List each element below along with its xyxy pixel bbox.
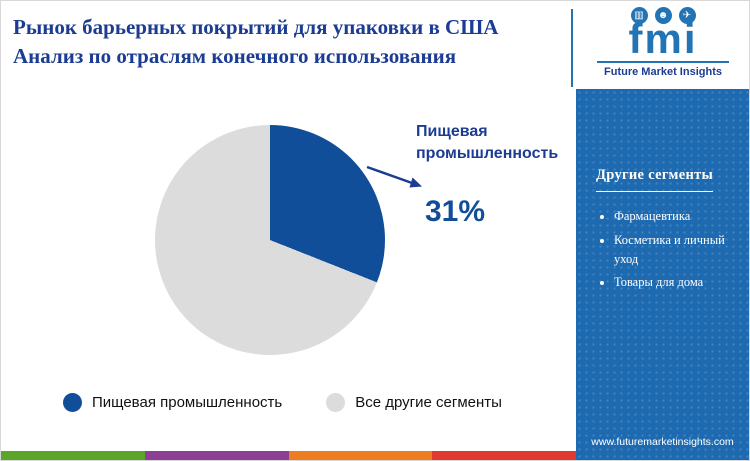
legend-label: Пищевая промышленность [92, 394, 283, 411]
footer-stripe-orange [288, 451, 433, 460]
list-item: Товары для дома [614, 273, 736, 292]
legend-label: Все другие сегменты [355, 394, 502, 411]
chart-legend: Пищевая промышленность Все другие сегмен… [63, 393, 502, 412]
footer-stripe-green [1, 451, 145, 460]
header-divider [571, 9, 573, 87]
sidebar-segment-list: Фармацевтика Косметика и личный уход Тов… [598, 207, 736, 297]
title-line-2: Анализ по отраслям конечного использован… [13, 44, 457, 69]
footer-stripe-purple [144, 451, 289, 460]
legend-dot-blue [63, 393, 82, 412]
sidebar-panel: Другие сегменты Фармацевтика Косметика и… [576, 89, 749, 460]
legend-item-others: Все другие сегменты [326, 393, 502, 412]
plane-icon: ✈ [678, 7, 696, 24]
callout-arrow-icon [366, 165, 422, 188]
logo-wordmark: fmi [628, 15, 698, 62]
legend-dot-gray [326, 393, 346, 412]
pie-chart [155, 125, 385, 355]
list-item: Фармацевтика [614, 207, 736, 226]
callout-label: Пищевая промышленность [416, 123, 559, 162]
list-item: Косметика и личный уход [614, 231, 736, 269]
fmi-logo: ▥ ☻ ✈ fmi Future Market Insights [583, 7, 743, 78]
legend-item-food: Пищевая промышленность [63, 393, 282, 412]
logo-rule [597, 61, 729, 63]
footer-stripes [1, 451, 576, 460]
callout-percentage: 31% [425, 195, 486, 228]
page-title: Рынок барьерных покрытий для упаковки в … [13, 13, 558, 72]
logo-subtitle: Future Market Insights [604, 66, 722, 78]
website-link[interactable]: www.futuremarketinsights.com [591, 436, 734, 448]
chart-icon: ▥ [630, 7, 648, 24]
person-icon: ☻ [654, 7, 672, 24]
title-line-1: Рынок барьерных покрытий для упаковки в … [13, 15, 499, 39]
sidebar-heading: Другие сегменты [596, 167, 714, 192]
footer-stripe-red [432, 451, 576, 460]
logo-icons: ▥ ☻ ✈ [583, 7, 743, 24]
